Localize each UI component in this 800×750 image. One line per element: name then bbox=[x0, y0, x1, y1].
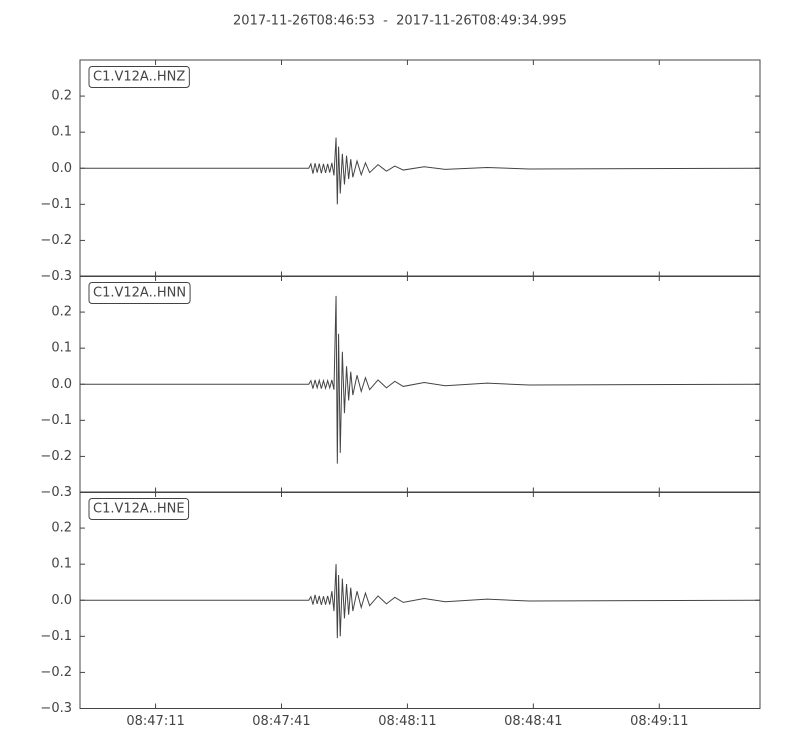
trace-label-box bbox=[88, 498, 190, 520]
y-tick-label: −0.2 bbox=[40, 233, 72, 248]
y-tick-label: 0.1 bbox=[51, 341, 72, 356]
y-tick-label: −0.2 bbox=[40, 665, 72, 680]
x-tick-label: 08:47:41 bbox=[252, 714, 310, 729]
x-tick-label: 08:48:11 bbox=[378, 714, 436, 729]
x-tick-label: 08:47:11 bbox=[126, 714, 184, 729]
y-tick-label: 0.1 bbox=[51, 557, 72, 572]
plot-frame bbox=[79, 491, 761, 709]
trace-label: C1.V12A..HNN bbox=[93, 286, 186, 301]
y-tick-label: −0.3 bbox=[40, 485, 72, 500]
y-tick-label: 0.0 bbox=[51, 377, 72, 392]
y-tick-label: −0.1 bbox=[40, 413, 72, 428]
waveform bbox=[80, 564, 761, 639]
waveform bbox=[80, 295, 761, 464]
figure-title: 2017-11-26T08:46:53 - 2017-11-26T08:49:3… bbox=[233, 14, 567, 29]
x-tick-label: 08:49:11 bbox=[630, 714, 688, 729]
y-tick-label: 0.2 bbox=[51, 521, 72, 536]
y-tick-label: 0.2 bbox=[51, 305, 72, 320]
trace-label-box bbox=[88, 282, 191, 304]
x-tick-label: 08:48:41 bbox=[504, 714, 562, 729]
y-tick-label: 0.1 bbox=[51, 125, 72, 140]
trace-label-box bbox=[88, 66, 190, 88]
y-tick-label: −0.3 bbox=[40, 269, 72, 284]
y-tick-label: 0.0 bbox=[51, 593, 72, 608]
trace-label: C1.V12A..HNE bbox=[93, 502, 185, 517]
y-tick-label: 0.2 bbox=[51, 89, 72, 104]
y-tick-label: 0.0 bbox=[51, 161, 72, 176]
y-tick-label: −0.1 bbox=[40, 629, 72, 644]
trace-label: C1.V12A..HNZ bbox=[93, 70, 185, 85]
y-tick-label: −0.3 bbox=[40, 701, 72, 716]
y-tick-label: −0.1 bbox=[40, 197, 72, 212]
y-tick-label: −0.2 bbox=[40, 449, 72, 464]
waveform bbox=[80, 137, 761, 205]
